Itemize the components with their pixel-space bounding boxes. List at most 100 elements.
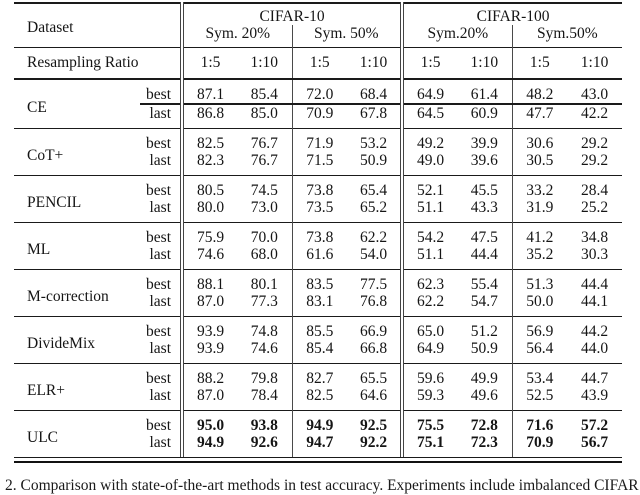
accuracy-value: 34.8 [567, 222, 623, 246]
row-sublabel: best [140, 316, 183, 340]
accuracy-value: 70.0 [237, 222, 293, 246]
accuracy-value: 75.9 [180, 222, 238, 246]
accuracy-value: 92.5 [347, 410, 403, 434]
accuracy-value: 78.4 [250, 387, 278, 404]
accuracy-value: 49.0 [400, 152, 458, 176]
cifar10-sym50-header: Sym. 50% [291, 25, 403, 48]
accuracy-value: 31.9 [511, 199, 568, 223]
table-row: last 82.3 76.7 71.5 50.9 49.0 39.6 30.5 29.2 [14, 152, 622, 176]
accuracy-value: 25.2 [581, 199, 609, 216]
ratio-header: 1:5 [511, 47, 568, 79]
cifar100-header: CIFAR-100 [400, 3, 623, 25]
accuracy-value: 54.0 [359, 246, 388, 263]
accuracy-value: 50.0 [511, 293, 568, 317]
accuracy-value: 88.1 [180, 269, 238, 293]
resampling-ratio-label: Resampling Ratio [14, 47, 183, 79]
accuracy-value: 47.5 [457, 222, 513, 246]
accuracy-value: 71.6 [511, 410, 568, 434]
accuracy-value: 85.4 [291, 340, 348, 364]
row-sublabel: last [149, 246, 172, 263]
table-row: last 74.6 68.0 61.6 54.0 51.1 44.4 35.2 30.3 [14, 246, 622, 270]
accuracy-value: 50.9 [470, 340, 498, 357]
accuracy-value: 64.9 [400, 340, 458, 364]
accuracy-value: 29.2 [567, 128, 623, 152]
method-name: DivideMix [14, 316, 140, 364]
accuracy-value: 87.0 [180, 387, 238, 411]
ratio-header: 1:5 [291, 47, 348, 79]
table-row: PENCIL best 80.5 74.5 73.8 65.4 52.1 45.5 33.2 28… [14, 175, 623, 223]
accuracy-value: 60.9 [457, 103, 513, 129]
accuracy-value: 59.3 [400, 387, 458, 411]
table-row: ML best 75.9 70.0 73.8 62.2 54.2 47.5 41.2 34.8 [14, 222, 623, 270]
accuracy-value: 74.5 [237, 175, 293, 199]
method-name: M-correction [14, 269, 140, 317]
accuracy-value: 52.1 [400, 175, 458, 199]
accuracy-value: 39.9 [457, 128, 513, 152]
accuracy-value: 65.2 [359, 199, 388, 216]
table-bottom-rule [14, 457, 622, 463]
method-name: ML [14, 222, 140, 270]
accuracy-value: 44.4 [567, 269, 623, 293]
accuracy-value: 73.5 [291, 199, 348, 223]
accuracy-value: 54.2 [400, 222, 458, 246]
accuracy-value: 76.7 [237, 128, 293, 152]
accuracy-value: 76.7 [250, 152, 278, 169]
row-sublabel: last [149, 387, 172, 404]
method-name: ULC [14, 410, 140, 457]
accuracy-value: 92.2 [359, 434, 388, 451]
accuracy-value: 75.5 [400, 410, 458, 434]
accuracy-value: 57.2 [567, 410, 623, 434]
accuracy-value: 70.9 [291, 103, 348, 129]
table-row: last 87.0 78.4 82.5 64.6 59.3 49.6 52.5 43.9 [14, 387, 622, 411]
accuracy-value: 44.0 [581, 340, 609, 357]
accuracy-value: 44.2 [567, 316, 623, 340]
accuracy-value: 71.5 [291, 152, 348, 176]
dataset-header-label: Dataset [27, 19, 74, 36]
accuracy-value: 61.4 [457, 78, 513, 104]
accuracy-value: 71.9 [291, 128, 348, 152]
accuracy-value: 94.7 [291, 434, 348, 457]
accuracy-value: 72.8 [457, 410, 513, 434]
accuracy-value: 62.3 [400, 269, 458, 293]
row-sublabel: best [140, 410, 183, 434]
accuracy-value: 82.5 [180, 128, 238, 152]
accuracy-value: 30.6 [511, 128, 568, 152]
method-name: PENCIL [14, 175, 140, 223]
table-row: M-correction best 88.1 80.1 83.5 77.5 62.3 55.4… [14, 269, 623, 317]
accuracy-value: 53.4 [511, 363, 568, 387]
accuracy-value: 29.2 [581, 152, 609, 169]
accuracy-value: 56.9 [511, 316, 568, 340]
accuracy-value: 54.7 [470, 293, 498, 310]
accuracy-value: 42.2 [567, 103, 623, 129]
accuracy-value: 65.0 [400, 316, 458, 340]
ratio-header: 1:10 [567, 47, 623, 79]
accuracy-value: 72.0 [291, 78, 348, 104]
accuracy-value: 56.4 [511, 340, 568, 364]
accuracy-value: 79.8 [237, 363, 293, 387]
table-row: CoT+ best 82.5 76.7 71.9 53.2 49.2 39.9 30.6 29.2 [14, 128, 623, 176]
ratio-header: 1:10 [457, 47, 513, 79]
accuracy-value: 51.1 [400, 246, 458, 270]
accuracy-value: 94.9 [291, 410, 348, 434]
accuracy-value: 73.0 [250, 199, 278, 216]
accuracy-value: 85.0 [237, 103, 293, 129]
accuracy-value: 66.8 [359, 340, 388, 357]
accuracy-value: 93.8 [237, 410, 293, 434]
ratio-header: 1:5 [400, 47, 458, 79]
accuracy-value: 70.9 [511, 434, 568, 457]
accuracy-value: 85.5 [291, 316, 348, 340]
row-sublabel: last [140, 103, 183, 129]
method-name: CoT+ [14, 128, 140, 176]
cifar100-sym50-header: Sym.50% [511, 25, 623, 48]
ratio-header: 1:10 [237, 47, 293, 79]
accuracy-value: 85.4 [237, 78, 293, 104]
accuracy-value: 62.2 [347, 222, 403, 246]
accuracy-value: 59.6 [400, 363, 458, 387]
accuracy-value: 49.9 [457, 363, 513, 387]
accuracy-value: 62.2 [400, 293, 458, 317]
cifar100-sym20-header: Sym.20% [400, 25, 513, 48]
accuracy-value: 56.7 [581, 434, 609, 451]
accuracy-value: 95.0 [180, 410, 238, 434]
row-sublabel: last [149, 293, 172, 310]
accuracy-value: 82.5 [291, 387, 348, 411]
